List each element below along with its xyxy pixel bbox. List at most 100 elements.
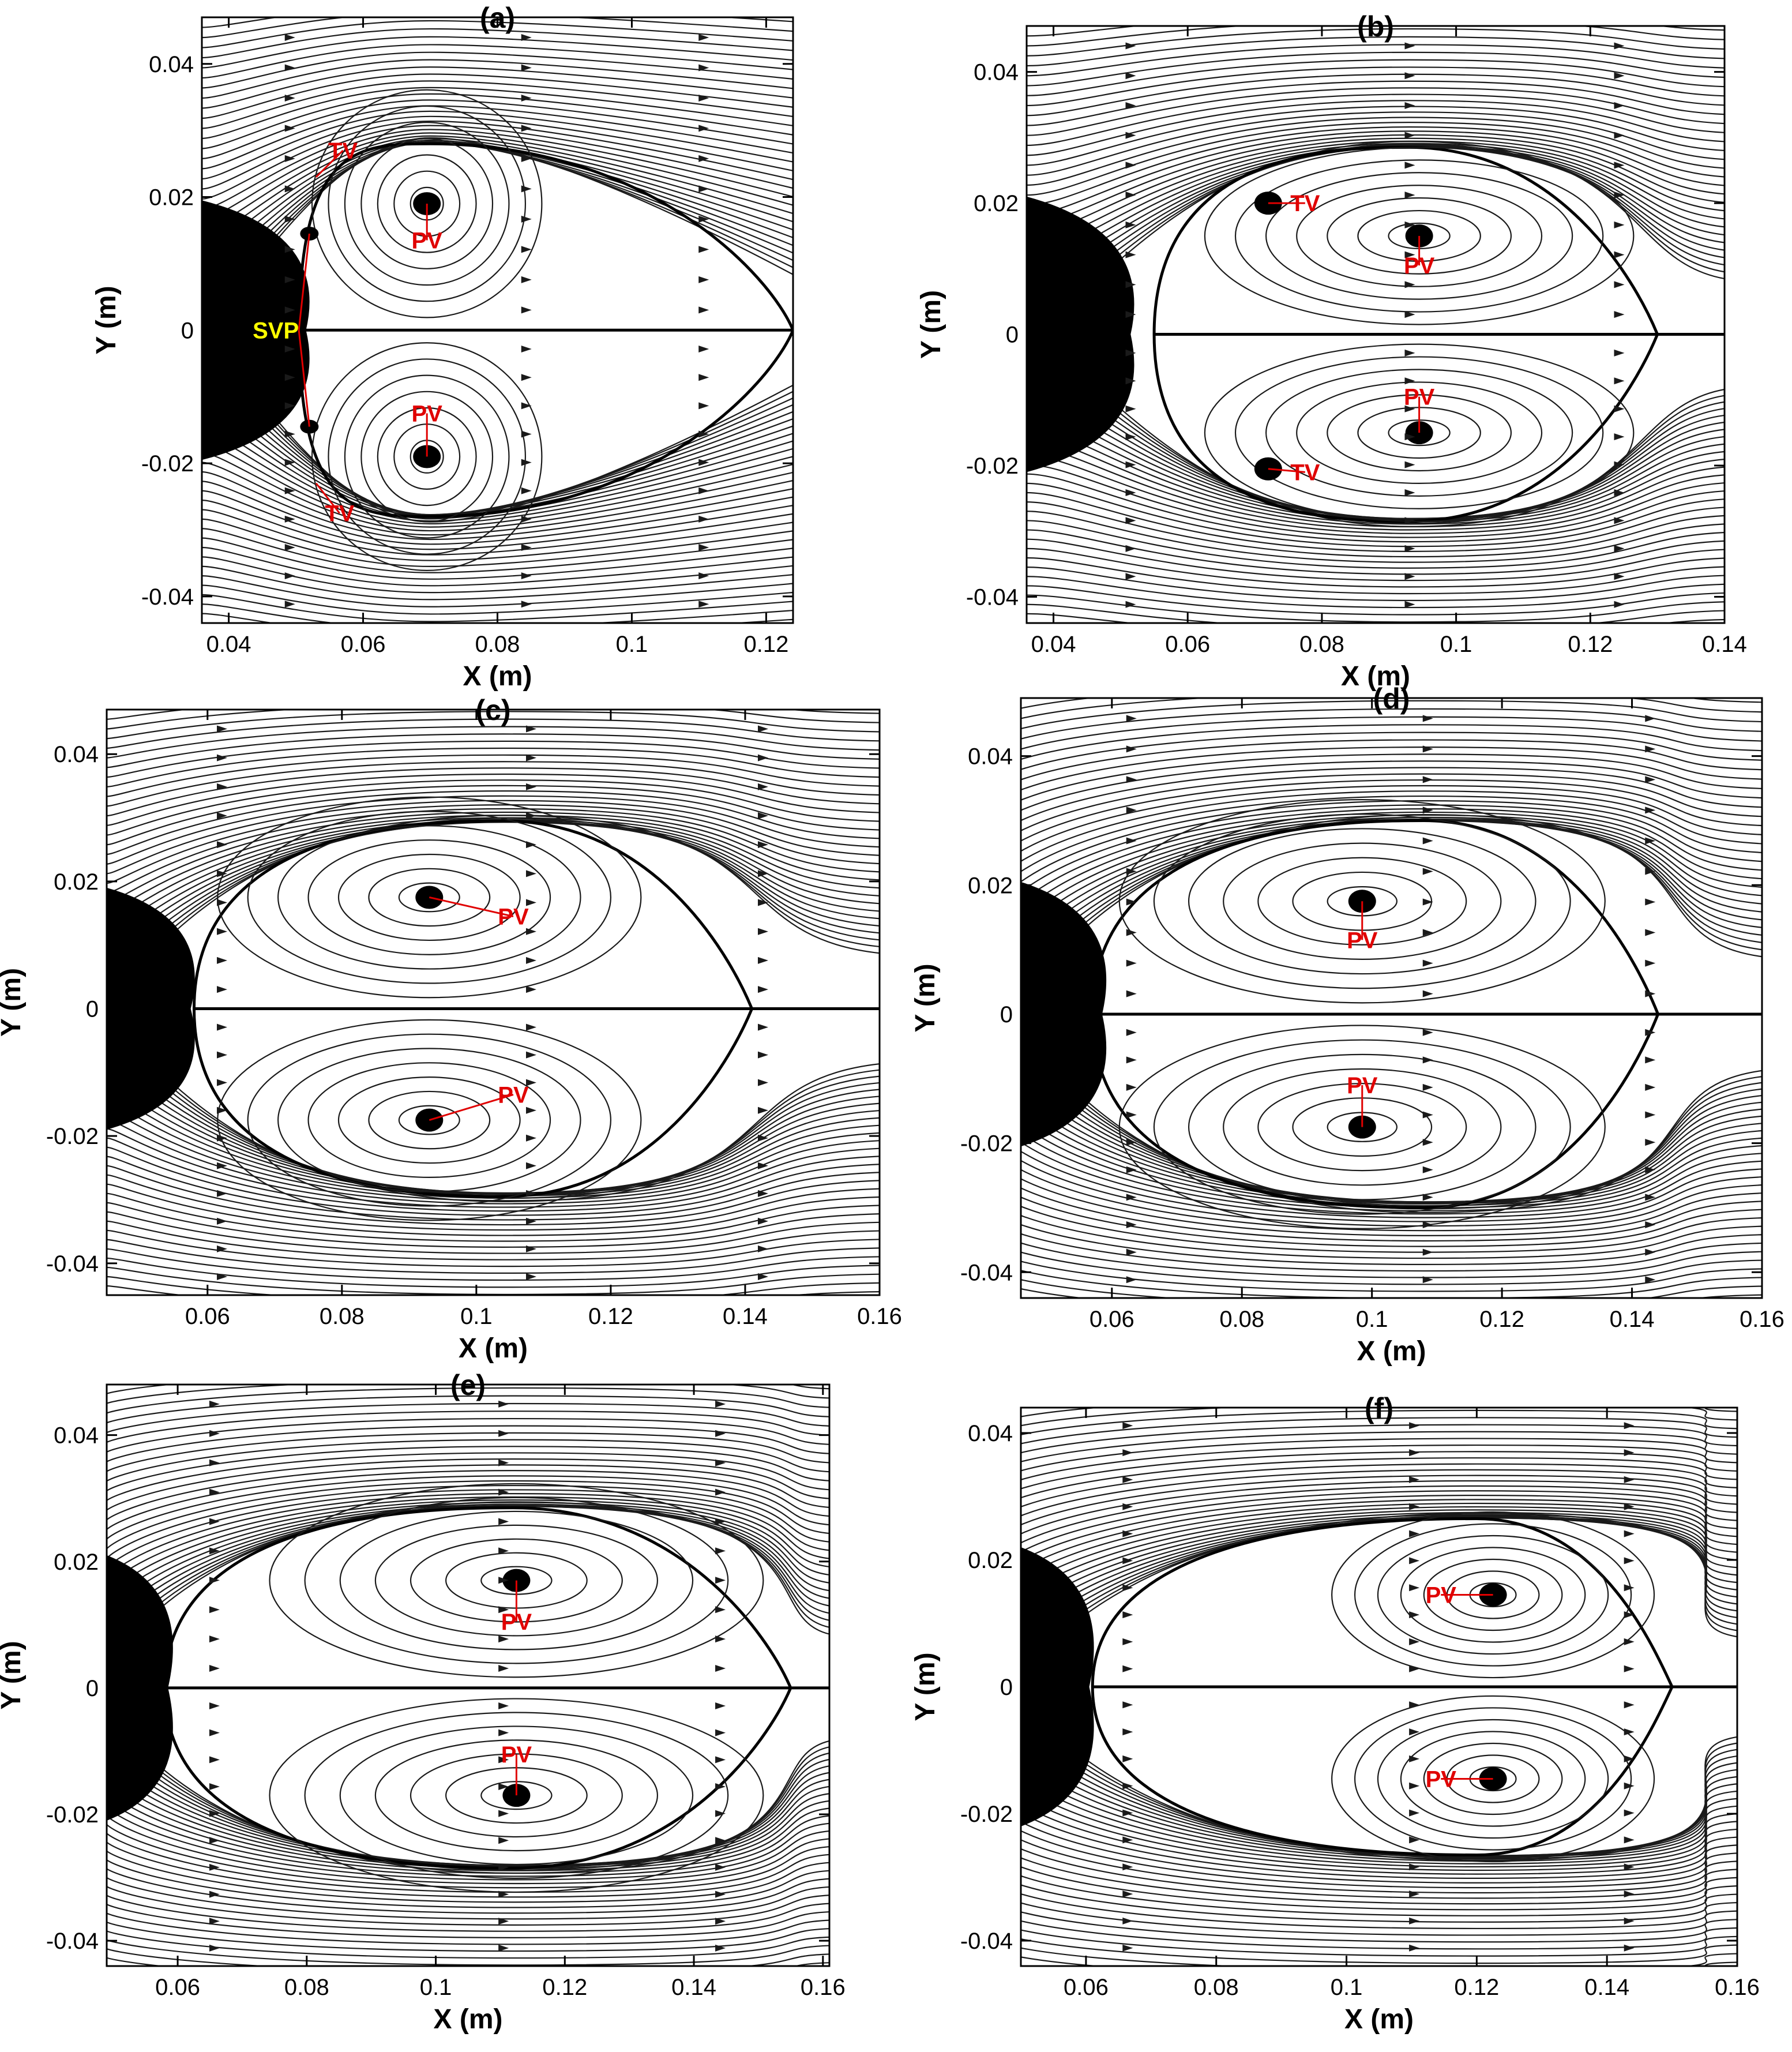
streamline (107, 1174, 880, 1231)
streamline (107, 1276, 880, 1295)
flow-arrow (1614, 192, 1625, 199)
panel-a: 0.04 0.06 0.08 0.1 0.12 -0.04 -0.02 0 0.02 0.04 (a… (91, 2, 794, 692)
flow-arrow (1125, 573, 1136, 580)
flow-arrow (1404, 102, 1415, 109)
vortex-streamline (269, 1698, 764, 1893)
vortex-streamline (1327, 394, 1512, 472)
flow-arrow (1126, 715, 1137, 722)
y-axis-label: Y (m) (91, 286, 122, 354)
x-tick-label: 0.16 (857, 1304, 902, 1329)
streamline (1027, 66, 1725, 107)
y-tick-label: 0.02 (54, 1550, 99, 1575)
vortex-streamline (1331, 1695, 1655, 1863)
flow-arrow (498, 1810, 509, 1817)
flow-arrow (1126, 1194, 1137, 1201)
flow-arrow (758, 1134, 768, 1142)
flow-arrow (715, 1944, 726, 1952)
vortex-streamline (247, 1033, 612, 1207)
streamline (1021, 808, 1762, 903)
flow-arrow (1645, 1248, 1656, 1256)
vortex-annotation: TV (1290, 460, 1320, 485)
flow-arrow (1404, 132, 1415, 139)
y-axis-label: Y (m) (0, 968, 27, 1037)
flow-arrow (698, 125, 709, 132)
flow-arrow (209, 1810, 220, 1817)
streamline (1021, 795, 1762, 872)
flow-arrow (1125, 221, 1136, 228)
flow-arrow (209, 1518, 220, 1525)
streamline (1021, 1830, 1737, 1889)
vortex-streamline (307, 1062, 551, 1178)
streamline (107, 1385, 829, 1404)
streamline (202, 132, 793, 230)
flow-arrow (758, 870, 768, 877)
flow-arrow (1409, 1782, 1420, 1790)
flow-arrow (1614, 573, 1625, 580)
flow-arrow (209, 1918, 220, 1925)
flow-arrow (1422, 837, 1433, 845)
streamline (107, 767, 880, 817)
streamline (202, 135, 793, 240)
flow-arrow (698, 94, 709, 102)
streamline (202, 59, 793, 99)
flow-arrow (521, 215, 532, 223)
flow-arrow (1614, 377, 1625, 385)
vortex-streamline (328, 358, 527, 555)
flow-arrow (1422, 1056, 1433, 1064)
flow-arrow (209, 1606, 220, 1614)
flow-arrow (698, 64, 709, 72)
x-tick-label: 0.14 (1584, 1975, 1629, 2000)
vortex-streamline (1118, 1025, 1606, 1229)
vortex-streamline (360, 138, 494, 269)
streamline (107, 815, 880, 913)
flow-arrow (526, 1245, 536, 1252)
streamline (107, 1930, 829, 1959)
vortex-streamline (344, 374, 510, 539)
cavity-body (1027, 196, 1134, 472)
flow-arrow (698, 215, 709, 223)
flow-arrow (758, 841, 768, 849)
streamline (107, 804, 880, 884)
vortex-annotation: PV (498, 1082, 529, 1108)
vortex-annotation: PV (1347, 928, 1378, 953)
streamline (107, 819, 880, 932)
flow-arrow (1422, 898, 1433, 906)
flow-arrow (1126, 1083, 1137, 1091)
streamline (202, 414, 793, 519)
streamline (1021, 716, 1762, 750)
flow-arrow (1409, 1917, 1420, 1925)
flow-arrow (209, 1890, 220, 1898)
vortex-streamline (1400, 1547, 1586, 1643)
streamline (1027, 26, 1725, 47)
flow-arrow (1126, 1166, 1137, 1173)
flow-arrow (498, 1606, 509, 1614)
plot-area-d (1021, 698, 1762, 1298)
streamline (202, 613, 793, 623)
flow-arrow (1125, 42, 1136, 50)
streamline (1027, 594, 1725, 623)
flow-arrow (498, 1783, 509, 1790)
y-tick-label: -0.04 (960, 1260, 1013, 1285)
vortex-streamline (328, 105, 527, 302)
x-tick-label: 0.12 (1568, 632, 1613, 657)
streamline (1021, 1821, 1737, 1884)
streamline (1021, 1499, 1737, 1571)
flow-arrow (758, 1162, 768, 1169)
flow-arrow (498, 1918, 509, 1925)
flow-arrow (758, 1245, 768, 1252)
streamline (1021, 1704, 1737, 1859)
x-tick-label: 0.1 (1331, 1975, 1363, 2000)
flow-arrow (284, 94, 295, 102)
streamline (1027, 122, 1725, 196)
cavity-body (107, 1555, 173, 1821)
flow-arrow (1645, 1056, 1656, 1064)
streamline (1021, 1509, 1737, 1597)
flow-arrow (1422, 1194, 1433, 1201)
flow-arrow (1624, 1530, 1635, 1537)
x-tick-label: 0.08 (1299, 632, 1344, 657)
vortex-streamline (1265, 172, 1573, 300)
y-tick-label: -0.04 (966, 585, 1019, 610)
streamline (202, 546, 793, 587)
flow-arrow (698, 430, 709, 438)
flow-arrow (521, 543, 532, 551)
